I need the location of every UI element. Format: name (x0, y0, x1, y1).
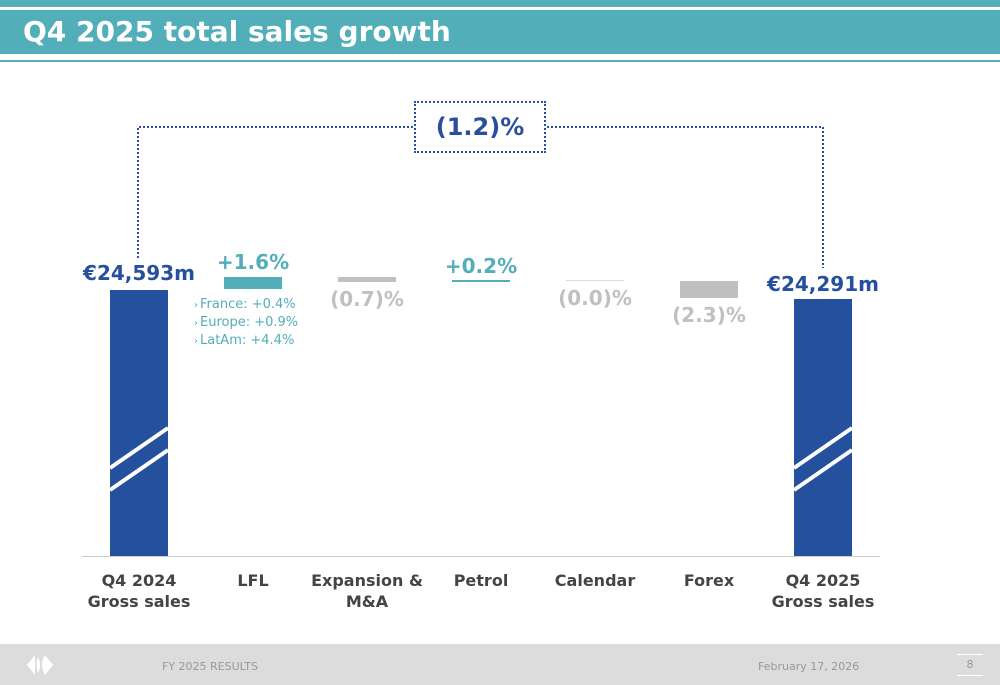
page-title: Q4 2025 total sales growth (23, 15, 451, 48)
bar-5 (680, 281, 738, 298)
category-label-4: Calendar (554, 571, 636, 590)
waterfall-chart: (1.2)% › France: +0.4% › Europe: +0.9% › La… (82, 101, 880, 611)
value-label-3: +0.2% (444, 254, 518, 279)
page-number: 8 (957, 654, 983, 676)
category-label-6: Q4 2025 Gross sales (771, 571, 875, 611)
value-label-1: +1.6% (216, 250, 290, 274)
header-top-rule (0, 0, 1000, 7)
carrefour-logo-icon (27, 655, 53, 675)
lfl-breakdown-france: › France: +0.4% (194, 297, 296, 312)
bar-0 (110, 290, 168, 556)
category-label-0: Q4 2024 Gross sales (87, 571, 191, 611)
category-label-2: Expansion & M&A (311, 571, 423, 611)
footer: FY 2025 RESULTS February 17, 2026 8 (0, 644, 1000, 685)
category-label-1: LFL (237, 571, 269, 590)
bar-2 (338, 277, 396, 283)
value-label-6: €24,291m (767, 272, 879, 296)
footer-title: FY 2025 RESULTS (162, 660, 258, 673)
bar-1 (224, 277, 282, 289)
bar-4 (566, 280, 624, 282)
value-label-4: (0.0)% (558, 286, 632, 311)
lfl-breakdown-europe: › Europe: +0.9% (194, 315, 299, 330)
title-bar: Q4 2025 total sales growth (0, 10, 1000, 54)
category-label-3: Petrol (453, 571, 509, 590)
bar-3 (452, 280, 510, 283)
value-label-0: €24,593m (83, 261, 195, 285)
lfl-breakdown-latam: › LatAm: +4.4% (194, 333, 295, 348)
category-label-5: Forex (683, 571, 735, 590)
header-bottom-rule (0, 60, 1000, 62)
total-change-label: (1.2)% (414, 101, 546, 153)
x-axis-line (82, 556, 880, 557)
value-label-5: (2.3)% (672, 302, 746, 327)
value-label-2: (0.7)% (330, 287, 404, 312)
footer-date: February 17, 2026 (758, 660, 860, 673)
bar-6 (794, 299, 852, 556)
